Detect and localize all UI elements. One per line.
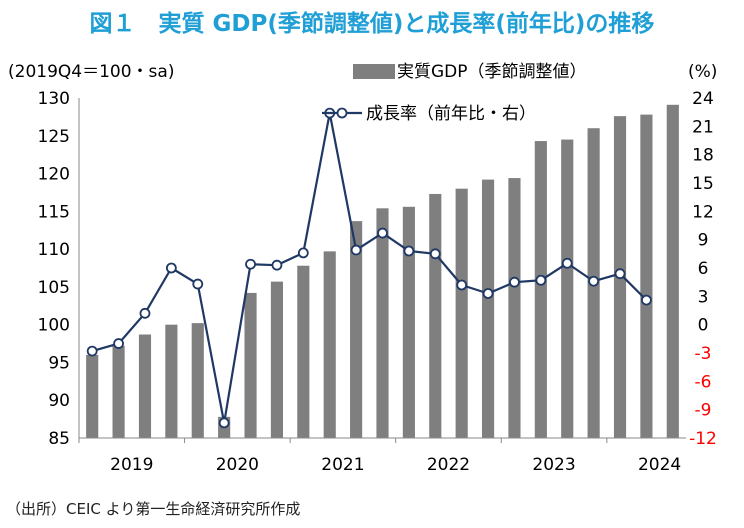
right-tick-label: 6: [698, 259, 709, 279]
gdp-bar: [640, 114, 653, 438]
right-tick-label: 15: [692, 174, 714, 194]
left-tick-label: 90: [48, 391, 70, 411]
x-tick-label: 2022: [427, 455, 470, 475]
x-tick-label: 2020: [216, 455, 259, 475]
legend-bar-swatch: [353, 64, 395, 79]
gdp-bar: [138, 334, 152, 438]
x-tick-label: 2019: [110, 455, 153, 475]
growth-point: [86, 345, 98, 357]
growth-point: [614, 268, 626, 280]
gdp-bar: [666, 104, 679, 439]
left-tick-label: 100: [38, 316, 70, 336]
growth-point: [139, 307, 151, 319]
gdp-bar: [481, 179, 495, 438]
gdp-bar: [508, 178, 521, 439]
legend-bar-label: 実質GDP（季節調整値）: [397, 62, 587, 82]
growth-point: [377, 227, 388, 239]
gdp-bar: [402, 206, 415, 438]
left-tick-label: 130: [38, 89, 70, 109]
growth-point: [641, 294, 652, 306]
source-note: （出所）CEIC より第一生命経済研究所作成: [6, 500, 301, 518]
right-tick-label: -9: [695, 401, 712, 421]
right-tick-label: 18: [692, 146, 714, 166]
gdp-bar: [244, 292, 257, 438]
chart-title: 図１ 実質 GDP(季節調整値)と成長率(前年比)の推移: [89, 11, 655, 37]
right-tick-label: 24: [692, 89, 714, 109]
right-tick-label: 21: [692, 117, 714, 137]
growth-line-path: [91, 112, 648, 424]
gdp-bar: [350, 221, 363, 438]
growth-point: [245, 258, 256, 270]
right-tick-label: 0: [698, 316, 709, 336]
growth-point: [218, 417, 230, 429]
left-tick-label: 95: [48, 353, 70, 373]
right-tick-label: 3: [698, 287, 709, 307]
gdp-bar: [112, 345, 125, 438]
x-tick-label: 2021: [321, 455, 364, 475]
growth-point: [509, 276, 520, 288]
right-unit-label: (%): [688, 62, 717, 82]
growth-point: [535, 274, 547, 286]
x-tick-label: 2023: [532, 455, 575, 475]
gdp-bars: [86, 104, 679, 439]
growth-point: [113, 338, 124, 349]
left-tick-label: 105: [38, 278, 70, 298]
right-tick-label: -3: [695, 344, 712, 364]
gdp-bar: [86, 354, 99, 438]
right-tick-label: -12: [689, 429, 717, 449]
legend: 実質GDP（季節調整値） 成長率（前年比・右）: [322, 62, 587, 124]
growth-point: [165, 262, 177, 274]
left-unit-label: (2019Q4＝100・sa): [8, 62, 174, 82]
gdp-bar: [376, 208, 389, 438]
left-tick-label: 110: [38, 240, 70, 260]
legend-line-label: 成長率（前年比・右）: [366, 104, 536, 124]
left-tick-label: 120: [38, 165, 70, 185]
growth-point: [588, 275, 600, 287]
growth-point: [192, 278, 204, 290]
growth-point: [403, 245, 415, 257]
gdp-bar: [455, 188, 468, 438]
growth-point: [297, 247, 309, 259]
growth-point: [561, 257, 573, 269]
right-tick-label: 12: [692, 202, 714, 222]
left-tick-label: 125: [38, 127, 70, 147]
growth-line: [86, 107, 652, 429]
left-tick-label: 85: [48, 429, 70, 449]
gdp-bar: [429, 193, 442, 438]
right-tick-label: -6: [695, 372, 712, 392]
gdp-bar: [191, 323, 204, 438]
growth-point: [482, 288, 494, 299]
axes: 85 90 95 100 105 110 115 120 125 130 -12 -9 -6 -3 0 3 6 9…: [38, 89, 717, 475]
gdp-bar: [297, 265, 310, 438]
legend-line-marker: [336, 107, 348, 119]
gdp-bar: [165, 324, 178, 438]
right-tick-label: 9: [698, 231, 709, 251]
growth-point: [350, 244, 362, 256]
growth-point: [456, 279, 468, 291]
x-tick-label: 2024: [638, 455, 681, 475]
gdp-bar: [561, 139, 574, 439]
growth-point: [429, 248, 441, 260]
gdp-bar: [323, 251, 336, 438]
gdp-bar: [270, 281, 284, 438]
growth-point: [271, 259, 283, 271]
gdp-bar: [534, 141, 547, 439]
left-tick-label: 115: [38, 202, 70, 222]
